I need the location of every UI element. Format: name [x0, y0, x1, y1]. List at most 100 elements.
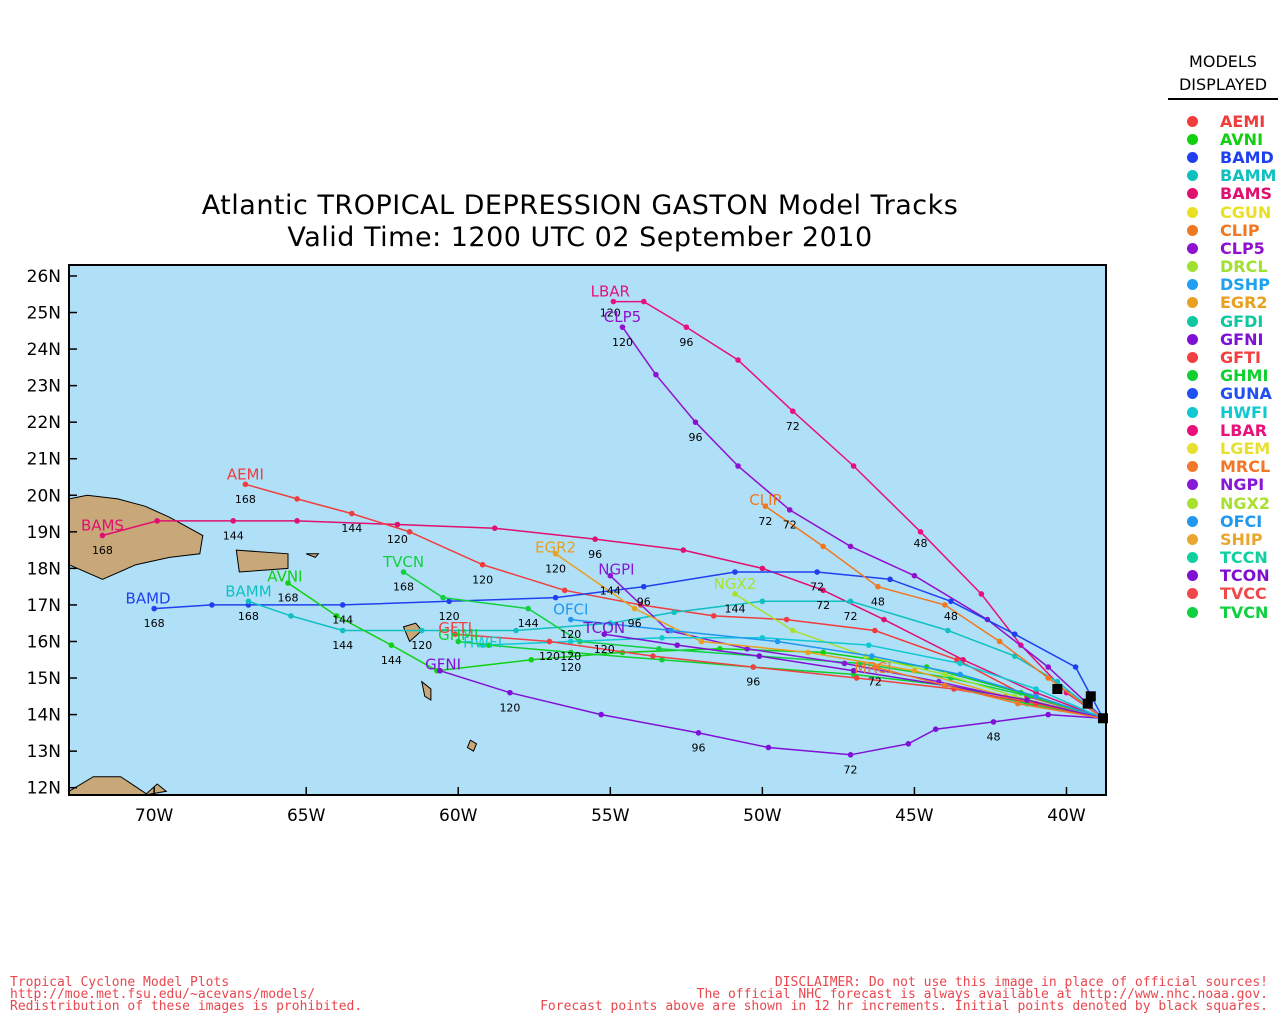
hour-label: 72	[868, 676, 882, 689]
hour-label: 48	[913, 537, 927, 550]
hour-label: 72	[783, 519, 797, 532]
track-point-ofci	[869, 653, 875, 659]
track-point-ghmi	[659, 656, 665, 663]
legend-label: GFDI	[1220, 311, 1264, 331]
track-line-mrcl	[874, 666, 1104, 719]
track-point-ghmi	[567, 649, 574, 656]
land-puerto-rico	[235, 549, 289, 573]
track-point-gfni	[932, 726, 939, 733]
track-point-tvcn	[400, 569, 407, 575]
track-point-clip	[1045, 675, 1052, 681]
track-label-bams: BAMS	[81, 517, 124, 535]
legend-item-bams: BAMS	[1168, 184, 1278, 203]
track-point-bams	[491, 525, 498, 531]
track-point-mrcl	[872, 664, 878, 670]
track-point-bams	[99, 532, 106, 539]
hour-label: 120	[600, 307, 621, 320]
track-label-clip: CLIP	[749, 491, 781, 509]
legend-dot-icon	[1187, 115, 1198, 127]
track-label-gfni: GFNI	[425, 655, 461, 673]
hour-label: 144	[381, 654, 402, 667]
track-point-ngx2	[942, 671, 948, 678]
track-point-avni	[388, 642, 395, 648]
hour-label: 96	[688, 431, 702, 444]
legend-item-ghmi: GHMI	[1168, 366, 1278, 386]
legend-label: DRCL	[1220, 257, 1268, 277]
legend-dot-icon	[1187, 606, 1198, 618]
track-label-clp5: CLP5	[604, 308, 641, 326]
hour-label: 144	[332, 614, 353, 627]
x-tick-label: 50W	[743, 806, 782, 826]
hour-label: 168	[235, 493, 256, 506]
track-label-bamd: BAMD	[126, 590, 171, 608]
track-label-egr2: EGR2	[535, 538, 576, 556]
legend-label: LBAR	[1220, 420, 1268, 440]
legend-item-lbar: LBAR	[1168, 420, 1278, 440]
y-tick-label: 13N	[27, 742, 61, 762]
hour-label: 96	[691, 741, 705, 754]
legend-dot-icon	[1187, 188, 1198, 200]
track-point-bams	[820, 587, 826, 594]
track-point-tcon	[674, 642, 681, 648]
hour-label: 120	[560, 628, 581, 641]
hour-label: 168	[393, 581, 414, 594]
legend-item-tvcn: TVCN	[1168, 603, 1278, 622]
y-tick-label: 23N	[27, 377, 61, 397]
x-tick-label: 55W	[591, 806, 630, 826]
legend-label: CLIP	[1220, 220, 1260, 240]
track-point-bamd	[552, 594, 559, 601]
legend-dot-icon	[1187, 533, 1198, 545]
legend-label: GHMI	[1220, 366, 1269, 386]
track-point-clip	[875, 583, 881, 590]
track-point-ofci	[774, 638, 781, 645]
x-tick-label: 65W	[287, 806, 326, 826]
track-point-gfni	[905, 741, 912, 747]
hour-label: 120	[539, 650, 560, 663]
track-point-bamm	[671, 609, 677, 616]
track-point-bams	[394, 521, 401, 528]
track-point-lbar	[735, 357, 741, 363]
legend-label: AVNI	[1220, 129, 1264, 149]
track-point-lbar	[640, 298, 647, 305]
track-point-bamd	[1011, 631, 1018, 637]
legend-dot-icon	[1187, 424, 1198, 436]
track-point-hwfi	[567, 638, 574, 645]
track-point-gfni	[765, 744, 772, 751]
legend-dot-icon	[1187, 515, 1198, 527]
y-tick-label: 15N	[27, 669, 61, 689]
land-martinique	[421, 680, 432, 701]
legend-label: GFNI	[1220, 329, 1264, 349]
footer-credits: Tropical Cyclone Model Plots http://moe.…	[10, 975, 363, 1014]
legend-dot-icon	[1187, 333, 1198, 345]
track-point-clp5	[911, 572, 918, 579]
legend-label: GFTI	[1220, 348, 1261, 368]
legend-label: TVCC	[1220, 584, 1267, 604]
track-point-clp5	[847, 543, 854, 550]
land-layer	[69, 494, 478, 795]
track-point-gfni	[1045, 711, 1052, 718]
legend-item-clip: CLIP	[1168, 220, 1278, 240]
initial-position-marker	[1082, 698, 1093, 709]
hour-label: 72	[758, 515, 772, 528]
track-label-tcon: TCON	[582, 619, 625, 637]
hour-label: 144	[600, 584, 621, 597]
track-point-lbar	[683, 324, 690, 330]
track-line-bamd	[154, 571, 1104, 719]
x-tick-label: 40W	[1047, 806, 1086, 826]
hour-label: 168	[238, 610, 259, 623]
track-point-avni	[285, 580, 291, 586]
track-point-lbar	[610, 298, 617, 305]
track-point-avni	[820, 649, 826, 656]
legend-label: GUNA	[1220, 384, 1272, 404]
track-point-ngx2	[732, 591, 738, 597]
legend-label: HWFI	[1220, 402, 1268, 422]
track-point-ghmi	[485, 642, 492, 648]
legend-item-hwfi: HWFI	[1168, 402, 1278, 422]
legend-dot-icon	[1187, 406, 1198, 418]
hour-label: 120	[439, 610, 460, 623]
legend-dot-icon	[1187, 279, 1198, 291]
legend-item-clp5: CLP5	[1168, 239, 1278, 258]
hour-label: 120	[411, 639, 432, 652]
track-point-clp5	[653, 371, 659, 378]
track-point-aemi	[872, 627, 878, 634]
